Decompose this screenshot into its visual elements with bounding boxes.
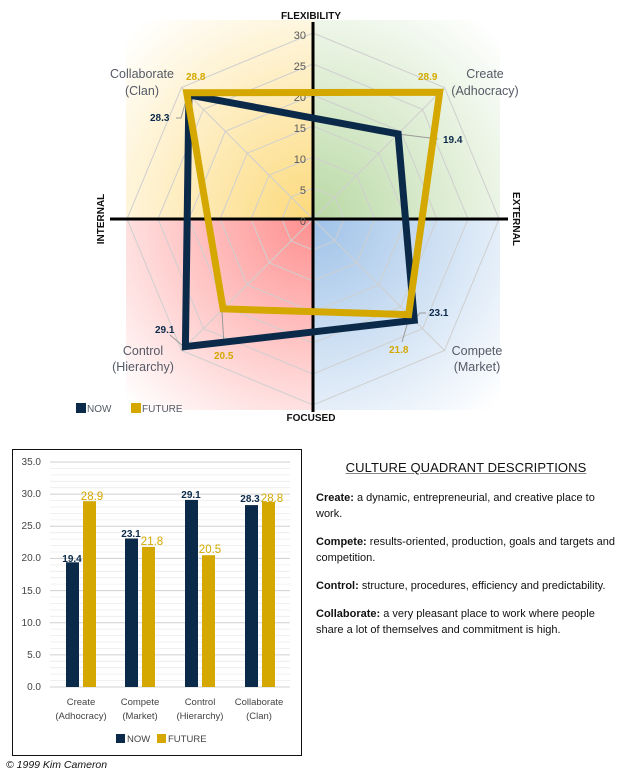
radar-tick-labels: 0 5 10 15 20 25 30 xyxy=(294,30,306,228)
bar-now xyxy=(245,505,258,687)
legend-future-swatch xyxy=(131,403,141,413)
ytick-30: 30.0 xyxy=(22,489,42,500)
bar-label-compete-now: 23.1 xyxy=(121,529,141,540)
radar-chart: 0 5 10 15 20 25 30 FLEXIBILITY FOCUSED I… xyxy=(76,11,521,424)
bar-label-collaborate-now: 28.3 xyxy=(240,494,260,505)
tick-15: 15 xyxy=(294,123,306,135)
bar-legend-now-label: NOW xyxy=(127,734,150,745)
bar-label-collaborate-future: 28.8 xyxy=(261,493,283,505)
bar-label-create-future: 28.9 xyxy=(81,491,103,503)
category-collaborate-line1: Collaborate xyxy=(110,67,174,81)
description-compete: Compete: results-oriented, production, g… xyxy=(316,534,616,566)
description-collaborate-term: Collaborate: xyxy=(316,608,381,620)
category-collaborate-line2: (Clan) xyxy=(125,84,159,98)
label-compete-future: 21.8 xyxy=(389,345,409,356)
bar-series xyxy=(66,499,275,687)
bar-now xyxy=(185,499,198,687)
ytick-25: 25.0 xyxy=(22,521,42,532)
ytick-0: 0.0 xyxy=(27,682,41,693)
bar-future xyxy=(202,555,215,687)
bar-label-control-now: 29.1 xyxy=(181,490,201,501)
xlabel-create-2: (Adhocracy) xyxy=(55,711,106,722)
description-create-text: a dynamic, entrepreneurial, and creative… xyxy=(316,492,595,520)
ytick-20: 20.0 xyxy=(22,553,42,564)
category-compete-line2: (Market) xyxy=(454,360,501,374)
category-compete-line1: Compete xyxy=(452,344,503,358)
bar-chart: 0.0 5.0 10.0 15.0 20.0 25.0 30.0 35.0 19… xyxy=(22,457,290,745)
tick-25: 25 xyxy=(294,61,306,73)
culture-descriptions: CULTURE QUADRANT DESCRIPTIONS Create: a … xyxy=(316,460,616,650)
label-collaborate-now: 28.3 xyxy=(150,113,170,124)
bar-legend-now-swatch xyxy=(116,734,125,743)
bar-legend-future-label: FUTURE xyxy=(168,734,207,745)
description-compete-text: results-oriented, production, goals and … xyxy=(316,536,615,564)
ytick-15: 15.0 xyxy=(22,586,42,597)
description-control: Control: structure, procedures, efficien… xyxy=(316,578,616,594)
bar-x-labels: Create (Adhocracy) Compete (Market) Cont… xyxy=(55,697,283,722)
bar-legend: NOW FUTURE xyxy=(116,734,207,745)
ytick-5: 5.0 xyxy=(27,650,41,661)
bar-future xyxy=(83,501,96,687)
description-control-term: Control: xyxy=(316,580,359,592)
description-compete-term: Compete: xyxy=(316,536,367,548)
bar-label-control-future: 20.5 xyxy=(199,544,221,556)
quadrant-create-bg xyxy=(313,20,500,219)
bar-now xyxy=(125,538,138,687)
bar-legend-future-swatch xyxy=(157,734,166,743)
descriptions-title: CULTURE QUADRANT DESCRIPTIONS xyxy=(345,460,587,475)
copyright-notice: © 1999 Kim Cameron xyxy=(6,759,108,771)
description-collaborate: Collaborate: a very pleasant place to wo… xyxy=(316,606,616,638)
description-control-text: structure, procedures, efficiency and pr… xyxy=(358,580,606,592)
legend-now-label: NOW xyxy=(87,404,112,415)
xlabel-control-1: Control xyxy=(185,697,216,708)
grid-spoke xyxy=(312,218,445,351)
label-control-future: 20.5 xyxy=(214,351,234,362)
description-create-term: Create: xyxy=(316,492,354,504)
bar-future xyxy=(262,501,275,687)
xlabel-collaborate-2: (Clan) xyxy=(246,711,272,722)
bar-chart-frame xyxy=(12,449,302,756)
axis-label-external: EXTERNAL xyxy=(510,192,521,246)
label-create-now: 19.4 xyxy=(443,135,463,146)
label-collaborate-future: 28.8 xyxy=(186,72,206,83)
tick-10: 10 xyxy=(294,154,306,166)
category-control-line1: Control xyxy=(123,344,163,358)
axis-label-focused: FOCUSED xyxy=(287,413,336,424)
label-compete-now: 23.1 xyxy=(429,308,449,319)
xlabel-compete-1: Compete xyxy=(121,697,160,708)
tick-30: 30 xyxy=(294,30,306,42)
series-now-polygon xyxy=(181,90,419,351)
grid-spoke xyxy=(312,87,445,220)
category-create-line1: Create xyxy=(466,67,504,81)
ytick-35: 35.0 xyxy=(22,457,42,468)
category-control-line2: (Hierarchy) xyxy=(112,360,174,374)
xlabel-create-1: Create xyxy=(67,697,96,708)
category-create-line2: (Adhocracy) xyxy=(451,84,518,98)
label-control-now: 29.1 xyxy=(155,325,175,336)
axis-label-flexibility: FLEXIBILITY xyxy=(281,11,341,22)
series-future-polygon xyxy=(182,88,444,319)
tick-5: 5 xyxy=(300,185,306,197)
bar-label-compete-future: 21.8 xyxy=(141,536,163,548)
description-create: Create: a dynamic, entrepreneurial, and … xyxy=(316,490,616,522)
bar-y-ticks: 0.0 5.0 10.0 15.0 20.0 25.0 30.0 35.0 xyxy=(22,457,42,693)
xlabel-collaborate-1: Collaborate xyxy=(235,697,284,708)
legend-future-label: FUTURE xyxy=(142,404,183,415)
grid-spoke xyxy=(181,218,314,351)
xlabel-compete-2: (Market) xyxy=(122,711,157,722)
bar-future xyxy=(142,546,155,687)
description-collaborate-text: a very pleasant place to work where peop… xyxy=(316,608,595,636)
legend-now-swatch xyxy=(76,403,86,413)
axis-label-internal: INTERNAL xyxy=(96,194,107,245)
ytick-10: 10.0 xyxy=(22,618,42,629)
quadrant-collaborate-bg xyxy=(126,20,313,219)
bar-now xyxy=(66,562,79,687)
tick-0: 0 xyxy=(300,216,306,228)
bar-label-create-now: 19.4 xyxy=(62,554,82,565)
grid-spoke xyxy=(181,87,314,220)
xlabel-control-2: (Hierarchy) xyxy=(177,711,224,722)
radar-legend: NOW FUTURE xyxy=(76,403,183,415)
label-create-future: 28.9 xyxy=(418,72,438,83)
